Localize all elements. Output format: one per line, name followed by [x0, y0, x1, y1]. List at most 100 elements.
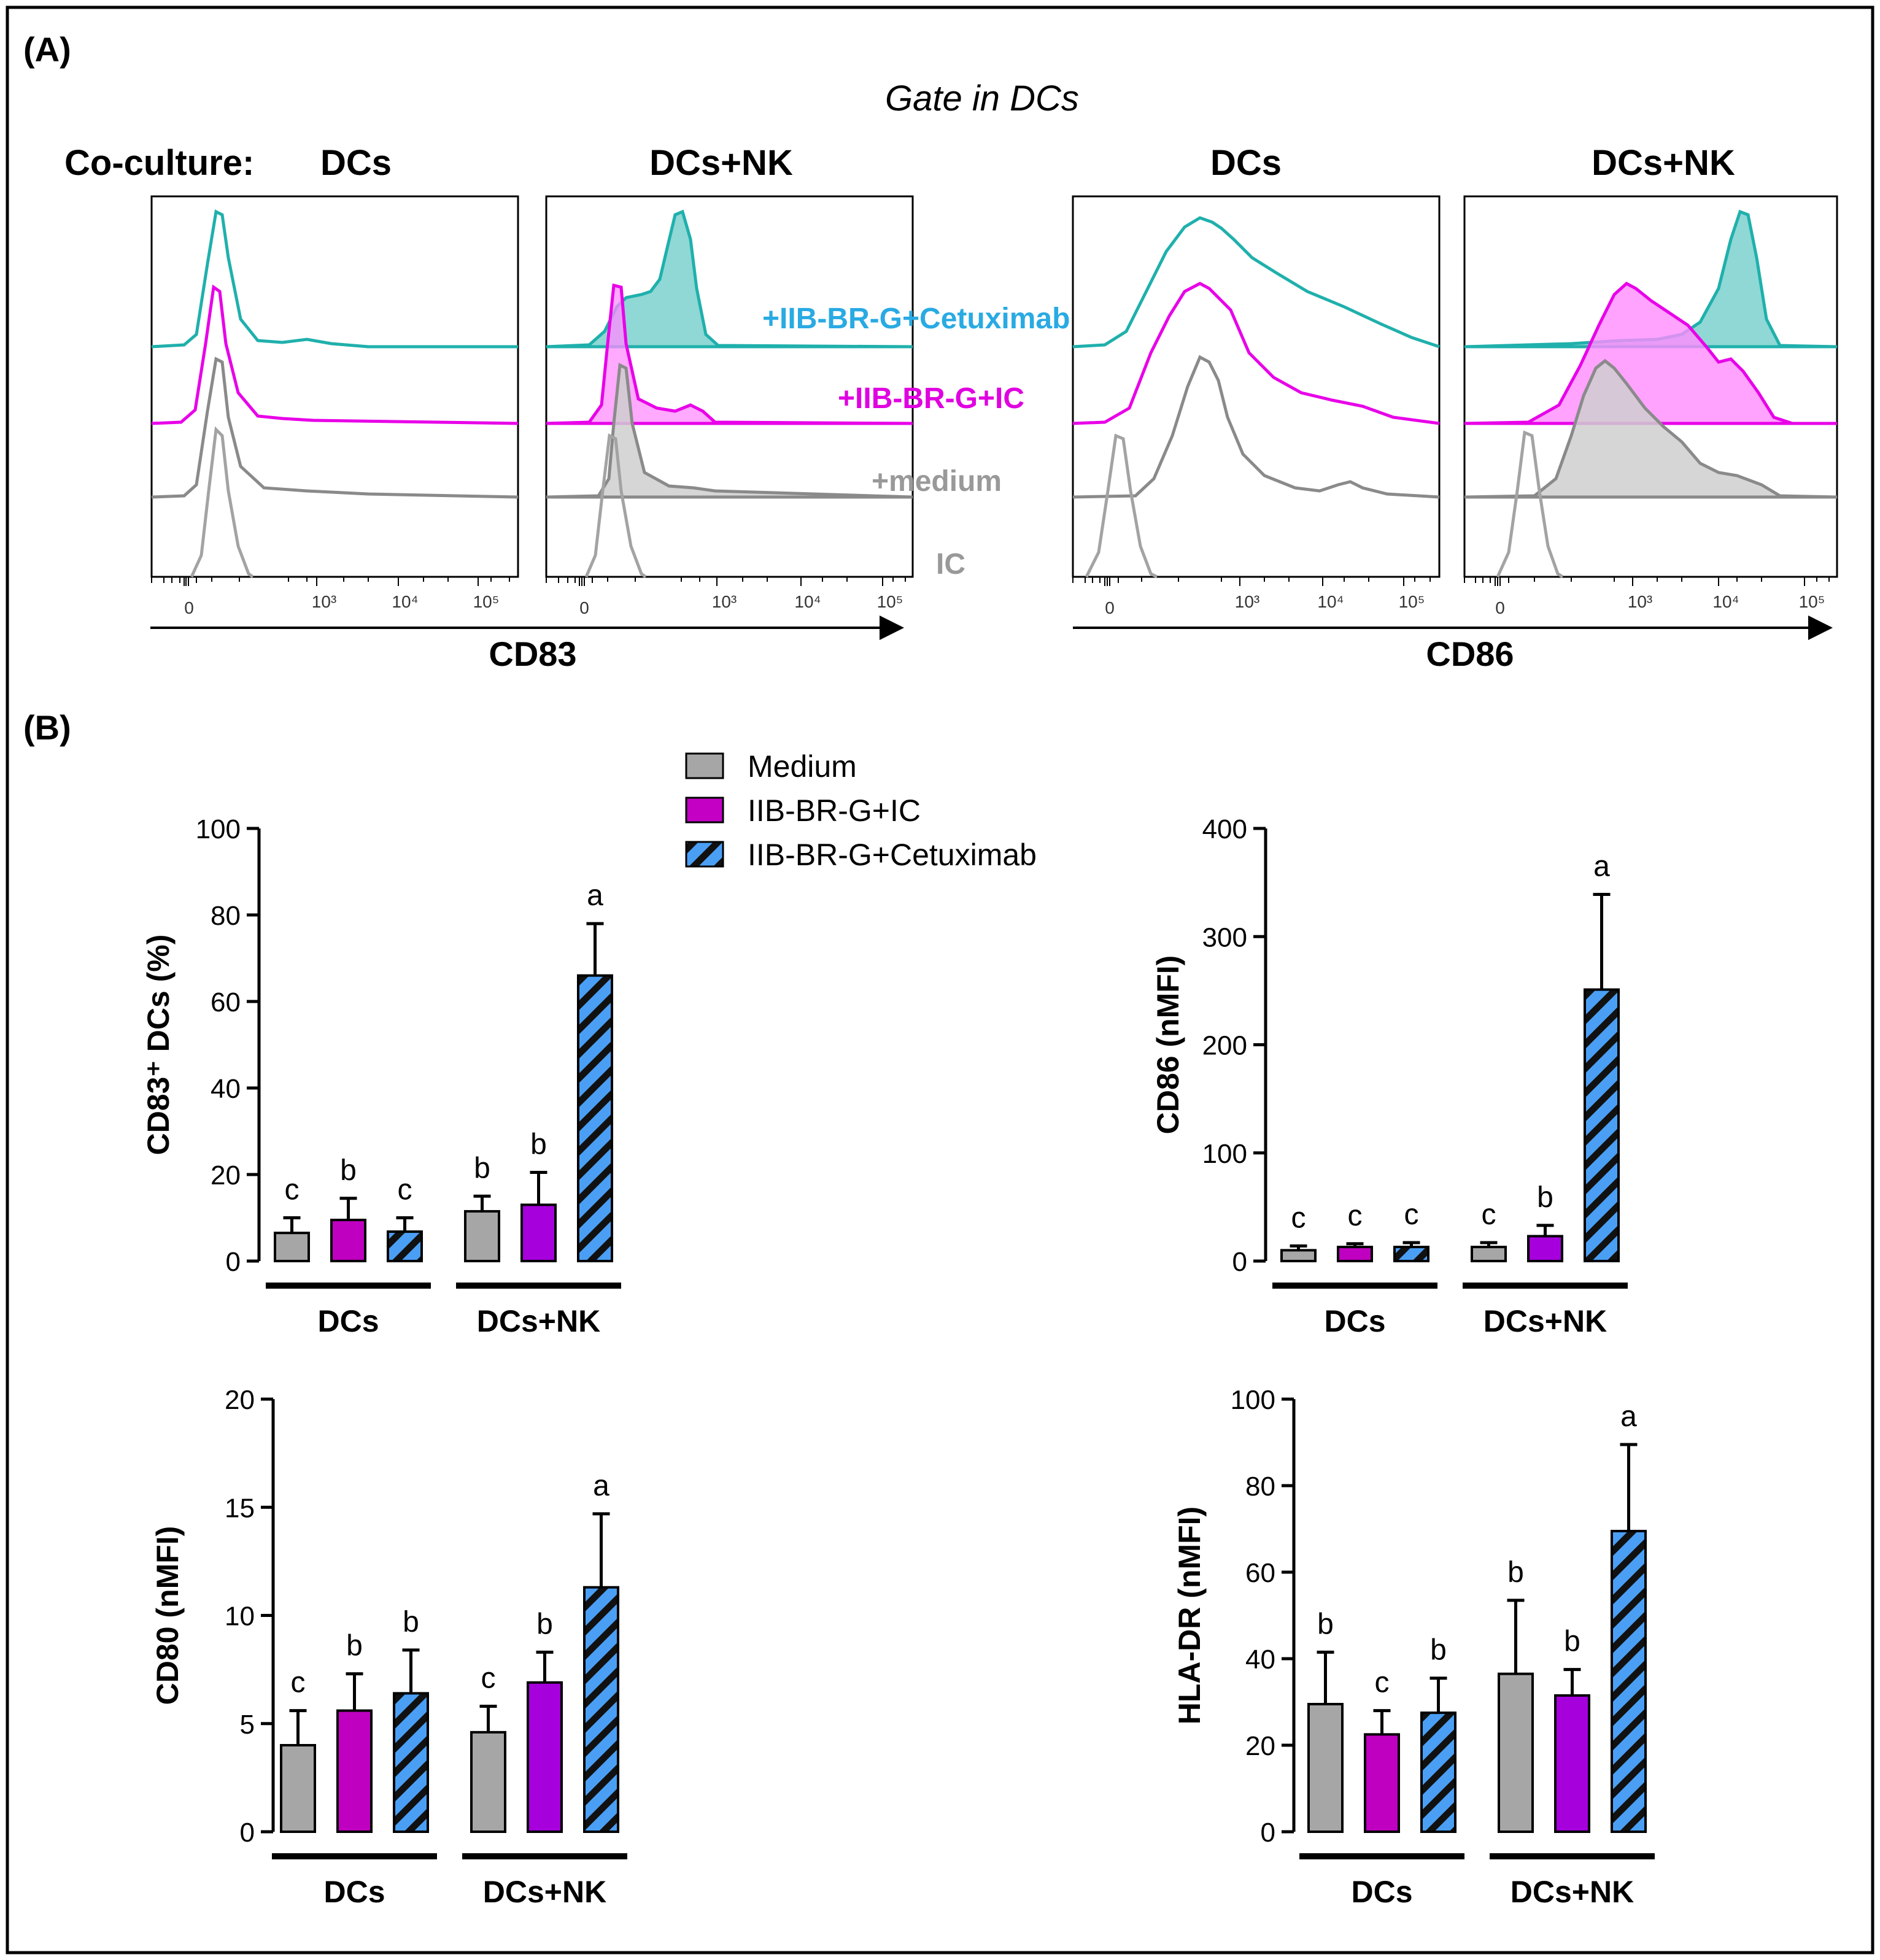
bar — [1554, 1694, 1590, 1834]
group-label: DCs+NK — [483, 1875, 606, 1909]
bar — [1337, 1246, 1373, 1263]
group-label: DCs+NK — [1483, 1304, 1607, 1338]
y-tick-label: 40 — [211, 1074, 241, 1104]
significance-letter: c — [1375, 1667, 1390, 1699]
group-label: DCs — [1351, 1875, 1412, 1909]
histogram-panel-cd86-dcs-nk — [1463, 195, 1838, 578]
bar — [520, 1203, 557, 1262]
bar — [1584, 988, 1620, 1263]
bar-chart-cd83: 0 20 40 60 80 100 CD83⁺ DCs (%) c b c DCs b b a DCs+NK — [141, 814, 621, 1338]
bar — [336, 1709, 373, 1834]
significance-letter: a — [587, 879, 603, 912]
histogram-traces-cd83-dcs — [151, 209, 519, 579]
y-tick-label: 0 — [1232, 1247, 1247, 1277]
histogram-title-cd83-dcs: DCs — [320, 143, 392, 183]
trace-isotype — [584, 433, 647, 579]
tick-label: 10⁵ — [473, 592, 500, 611]
coculture-label: Co-culture: — [64, 143, 254, 183]
tick-label: 10⁵ — [877, 592, 903, 611]
trace-medium — [1464, 358, 1838, 499]
bar — [280, 1744, 316, 1833]
bar — [274, 1232, 310, 1263]
legend-label-medium: Medium — [748, 749, 857, 784]
legend-swatch-ic — [685, 797, 724, 824]
bar — [1280, 1249, 1317, 1262]
histogram-traces-cd83-dcs-nk — [546, 209, 913, 579]
y-tick-label: 20 — [225, 1385, 255, 1415]
significance-letter: b — [1564, 1626, 1580, 1658]
y-axis-label: CD83⁺ DCs (%) — [141, 935, 176, 1156]
y-tick-label: 20 — [1245, 1731, 1275, 1761]
histogram-title-cd86-dcs-nk: DCs+NK — [1592, 143, 1735, 183]
significance-letter: c — [285, 1174, 300, 1206]
y-tick-label: 0 — [226, 1247, 241, 1277]
significance-letter: b — [1507, 1556, 1524, 1589]
tick-label: 10⁵ — [1399, 592, 1425, 611]
trace-ic — [1072, 282, 1440, 425]
bar — [1307, 1703, 1344, 1833]
trace-medium — [546, 363, 913, 499]
group-label: DCs — [317, 1304, 379, 1338]
y-axis-label: HLA-DR (nMFI) — [1172, 1507, 1207, 1724]
tick-label: 10³ — [1235, 592, 1259, 611]
significance-letter: c — [1404, 1198, 1419, 1231]
bar-chart-cd80: 0 5 10 15 20 CD80 (nMFI) c b b DCs c b a DCs+NK — [150, 1385, 627, 1909]
bar — [527, 1681, 563, 1833]
histogram-minor-ticks — [151, 577, 1830, 586]
bar — [1420, 1711, 1456, 1833]
group-label: DCs+NK — [1511, 1875, 1634, 1909]
y-axis-label: CD86 (nMFI) — [1151, 955, 1185, 1135]
tick-label: 0 — [184, 598, 194, 617]
significance-letter: b — [1537, 1181, 1553, 1214]
histogram-title-cd83-dcs-nk: DCs+NK — [649, 143, 793, 183]
bar-chart-cd86: 0 100 200 300 400 CD86 (nMFI) c c c DCs c b a DCs+NK — [1151, 814, 1628, 1338]
y-tick-label: 40 — [1245, 1645, 1275, 1675]
y-tick-label: 100 — [1202, 1139, 1247, 1169]
bar-chart-hla-dr: 0 20 40 60 80 100 HLA-DR (nMFI) b c b DCs b b a DCs+NK — [1172, 1385, 1655, 1909]
trace-isotype — [1085, 433, 1158, 579]
histogram-panel-cd83-dcs-nk — [545, 195, 914, 578]
trace-medium — [1072, 355, 1440, 499]
significance-letter: c — [1291, 1202, 1306, 1234]
bar — [330, 1219, 366, 1263]
significance-letter: a — [1620, 1400, 1637, 1433]
tick-label: 10⁴ — [1317, 592, 1344, 611]
trace-ic — [546, 283, 913, 425]
panel-b-label: (B) — [23, 708, 71, 747]
cd86-axis-label: CD86 — [1426, 635, 1514, 673]
y-tick-label: 100 — [196, 814, 241, 844]
significance-letter: c — [1482, 1198, 1496, 1231]
trace-ic — [151, 284, 519, 425]
tick-label: 10³ — [1628, 592, 1652, 611]
bar — [1527, 1235, 1563, 1263]
trace-medium — [151, 357, 519, 499]
legend: Medium IIB-BR-G+IC IIB-BR-G+Cetuximab — [685, 749, 1037, 872]
y-tick-label: 80 — [211, 901, 241, 931]
significance-letter: b — [340, 1154, 357, 1187]
trace-ic — [1464, 281, 1837, 425]
trace-isotype — [1496, 430, 1564, 579]
bar — [393, 1692, 429, 1833]
significance-letter: c — [1348, 1200, 1363, 1232]
tick-label: 10⁴ — [392, 592, 418, 611]
gate-label: Gate in DCs — [885, 79, 1079, 118]
significance-letter: a — [1593, 851, 1610, 883]
trace-cetuximab — [1072, 216, 1440, 349]
y-tick-label: 60 — [1245, 1558, 1275, 1588]
tick-label: 10⁴ — [1712, 592, 1739, 611]
bar — [1393, 1246, 1429, 1263]
histogram-label-medium: +medium — [872, 465, 1002, 498]
figure-border — [6, 6, 1874, 1954]
histogram-label-ic-treatment: +IIB-BR-G+IC — [838, 382, 1024, 415]
bar — [583, 1586, 619, 1834]
y-tick-label: 400 — [1202, 814, 1247, 844]
trace-isotype — [190, 426, 254, 579]
y-tick-label: 10 — [225, 1602, 255, 1632]
y-tick-label: 200 — [1202, 1031, 1247, 1061]
significance-letter: b — [346, 1630, 363, 1662]
histogram-label-cetuximab: +IIB-BR-G+Cetuximab — [762, 303, 1070, 335]
bar — [387, 1230, 423, 1263]
bar — [577, 974, 613, 1262]
histogram-panel-cd83-dcs — [150, 195, 519, 578]
